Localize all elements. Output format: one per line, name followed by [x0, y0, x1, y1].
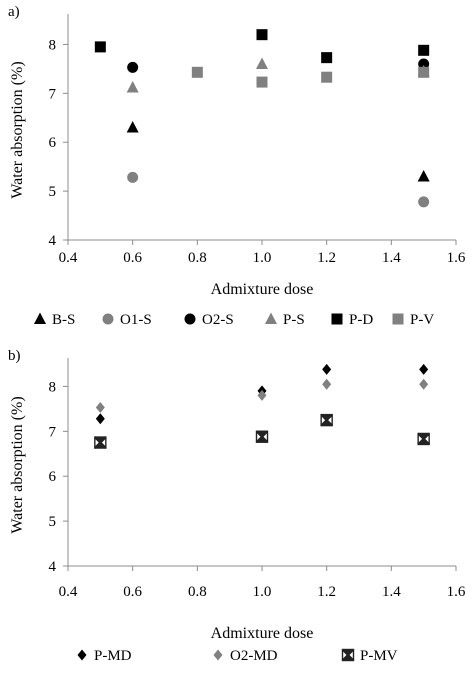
data-point: [94, 436, 107, 449]
x-tick-label: 1.2: [317, 250, 336, 266]
legend: B-S O1-S O2-S P-S P-D P-V: [34, 312, 434, 328]
x-tick-label: 1.4: [382, 584, 401, 600]
legend-marker: [341, 648, 355, 662]
x-tick-label: 1.4: [382, 250, 401, 266]
legend-label: P-V: [410, 312, 434, 328]
y-tick-label: 5: [49, 184, 57, 200]
y-tick-label: 7: [49, 424, 57, 440]
data-point: [255, 430, 269, 443]
y-tick-label: 8: [49, 37, 57, 53]
data-point: [418, 44, 430, 56]
legend-label: P-MD: [94, 648, 132, 664]
y-tick-label: 7: [49, 86, 57, 102]
series-P-D: [94, 29, 430, 64]
legend-marker: [392, 313, 404, 325]
legend-marker: [184, 313, 196, 325]
x-axis-label: Admixture dose: [211, 625, 314, 642]
data-point: [417, 432, 430, 446]
legend-marker: [331, 313, 343, 325]
legend-label: O2-MD: [230, 648, 278, 664]
legend-label: O1-S: [120, 312, 152, 328]
data-point: [321, 52, 333, 64]
data-point: [256, 57, 268, 69]
data-point: [95, 402, 105, 414]
chart-panel-a: a) 0.4 0.6 0.8 1.0 1.2 1.4 1.6 4 5 6 7 8 Admixture do…: [8, 4, 466, 328]
legend-label: B-S: [52, 312, 75, 328]
x-tick-label: 0.4: [59, 250, 78, 266]
legend-marker: [34, 312, 46, 324]
x-tick-label: 0.8: [188, 584, 207, 600]
series-O2-MD: [95, 378, 429, 414]
x-tick-label: 1.0: [253, 250, 272, 266]
data-point: [256, 76, 268, 88]
data-point: [417, 169, 430, 182]
data-point: [257, 389, 267, 401]
series-P-V: [191, 66, 430, 88]
x-tick-label: 1.6: [447, 250, 466, 266]
x-tick-label: 0.4: [59, 584, 78, 600]
y-tick-label: 4: [49, 559, 57, 575]
data-point: [321, 71, 333, 83]
legend: P-MD O2-MD P-MV: [77, 648, 398, 664]
legend-marker: [77, 649, 87, 661]
y-axis-label: Water absorption (%): [9, 396, 26, 533]
series-O1-S: [127, 171, 430, 208]
data-point: [95, 413, 105, 425]
data-point: [322, 363, 332, 375]
series-O2-S: [127, 58, 430, 73]
legend-marker: [213, 649, 223, 661]
x-tick-label: 0.6: [123, 250, 142, 266]
x-tick-label: 0.8: [188, 250, 207, 266]
x-tick-label: 1.2: [317, 584, 336, 600]
data-point: [418, 66, 430, 78]
y-tick-label: 5: [49, 514, 57, 530]
data-point: [419, 378, 429, 390]
legend-label: P-D: [349, 312, 373, 328]
legend-label: P-S: [283, 312, 305, 328]
data-point: [419, 363, 429, 375]
x-tick-label: 1.0: [253, 584, 272, 600]
data-point: [322, 378, 332, 390]
x-axis-label: Admixture dose: [211, 281, 314, 298]
y-tick-label: 8: [49, 379, 57, 395]
x-tick-label: 0.6: [123, 584, 142, 600]
chart-panel-b: b) 0.4 0.6 0.8 1.0 1.2 1.4 1.6 4 5 6 7 8 Admixture do…: [8, 348, 466, 664]
data-point: [127, 61, 139, 73]
y-tick-label: 4: [49, 233, 57, 249]
data-point: [418, 196, 430, 208]
data-point: [127, 171, 139, 183]
series-P-MV: [94, 413, 430, 449]
data-point: [320, 413, 333, 427]
legend-marker: [102, 313, 114, 325]
data-point: [256, 29, 268, 41]
series-B-S: [126, 121, 430, 182]
legend-label: P-MV: [360, 648, 398, 664]
legend-label: O2-S: [202, 312, 234, 328]
y-tick-label: 6: [49, 135, 57, 151]
series-P-S: [126, 57, 430, 93]
legend-marker: [265, 312, 277, 324]
data-point: [126, 80, 139, 93]
panel-label: b): [8, 348, 21, 364]
y-tick-label: 6: [49, 469, 57, 485]
data-point: [191, 66, 203, 78]
data-point: [94, 41, 106, 53]
x-tick-label: 1.6: [447, 584, 466, 600]
y-axis-label: Water absorption (%): [9, 61, 26, 198]
data-point: [418, 58, 430, 70]
panel-label: a): [8, 4, 20, 20]
data-point: [126, 121, 139, 133]
